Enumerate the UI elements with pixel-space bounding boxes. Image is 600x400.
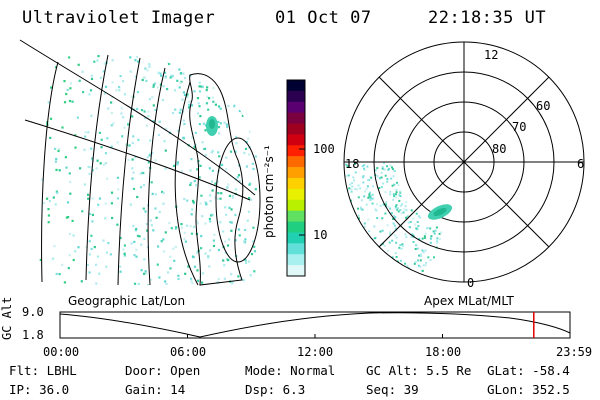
instrument-title: Ultraviolet Imager (22, 8, 216, 28)
dsp-value: 6.3 (282, 382, 306, 397)
auroral-spot (206, 116, 218, 136)
door-value: Open (170, 363, 201, 378)
status-ip: IP: 36.0 (9, 382, 70, 397)
mlt-label-12: 12 (484, 48, 499, 62)
seq-value: 39 (403, 382, 419, 397)
orbit-xtick-2: 12:00 (297, 345, 334, 359)
orbit-plot (59, 311, 571, 339)
status-gain: Gain: 14 (125, 382, 186, 397)
orbit-xtick-4: 23:59 (556, 345, 593, 359)
orbit-ymax: 9.0 (22, 305, 44, 319)
orbit-xtick-3: 18:00 (425, 345, 462, 359)
colorbar (286, 79, 306, 277)
apex-label: Apex MLat/MLT (424, 294, 514, 308)
colorbar-tick-100: 100 (313, 142, 335, 156)
status-dsp: Dsp: 6.3 (245, 382, 306, 397)
status-gc-alt: GC Alt: 5.5 Re (366, 363, 472, 378)
orbit-ticks (59, 334, 571, 338)
orbit-ylabel: GC Alt (0, 296, 14, 340)
geographic-label: Geographic Lat/Lon (68, 294, 186, 308)
status-glat: GLat: -58.4 (487, 363, 570, 378)
lat-label-70: 70 (512, 120, 527, 134)
time-label: 22:18:35 UT (428, 8, 547, 28)
ip-value: 36.0 (39, 382, 70, 397)
status-glon: GLon: 352.5 (487, 382, 570, 397)
colorbar-unit-label: photon cm⁻²s⁻¹ (262, 145, 276, 238)
mode-value: Normal (290, 363, 336, 378)
geographic-image (19, 39, 261, 286)
glat-value: -58.4 (532, 363, 570, 378)
geographic-grid (19, 39, 256, 286)
orbit-xtick-0: 00:00 (43, 345, 80, 359)
lat-label-60: 60 (536, 99, 551, 113)
mlt-label-6: 6 (577, 157, 585, 171)
gc-alt-value: 5.5 Re (426, 363, 472, 378)
gain-value: 14 (170, 382, 186, 397)
status-filter: Flt: LBHL (9, 363, 77, 378)
status-door: Door: Open (125, 363, 201, 378)
glon-value: 352.5 (532, 382, 570, 397)
polar-auroral-spot (427, 204, 453, 220)
colorbar-tick-10: 10 (313, 228, 328, 242)
lat-label-80: 80 (492, 142, 507, 156)
polar-grid (343, 41, 585, 283)
status-mode: Mode: Normal (245, 363, 336, 378)
date-label: 01 Oct 07 (275, 8, 372, 28)
status-seq: Seq: 39 (366, 382, 419, 397)
mlt-label-0: 0 (467, 276, 475, 290)
mlt-label-18: 18 (345, 157, 360, 171)
altitude-curve (59, 312, 571, 338)
filter-value: LBHL (46, 363, 77, 378)
terminator-ellipse (215, 137, 261, 263)
orbit-xtick-1: 06:00 (170, 345, 207, 359)
coastline (189, 73, 244, 286)
polar-plot (343, 41, 585, 283)
orbit-ymin: 1.8 (22, 328, 44, 342)
